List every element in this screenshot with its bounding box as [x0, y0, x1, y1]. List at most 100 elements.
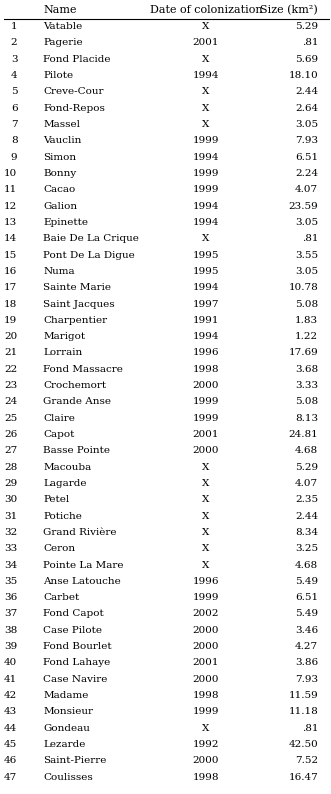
Text: 1994: 1994 — [193, 283, 219, 292]
Text: 2001: 2001 — [193, 430, 219, 439]
Text: Madame: Madame — [43, 691, 89, 700]
Text: 1996: 1996 — [193, 577, 219, 586]
Text: Lagarde: Lagarde — [43, 479, 87, 488]
Text: 22: 22 — [4, 364, 18, 374]
Text: Fond Bourlet: Fond Bourlet — [43, 642, 112, 651]
Text: Basse Pointe: Basse Pointe — [43, 446, 111, 455]
Text: 47: 47 — [4, 773, 18, 781]
Text: 17: 17 — [4, 283, 18, 292]
Text: 32: 32 — [4, 528, 18, 537]
Text: 1994: 1994 — [193, 71, 219, 80]
Text: 2000: 2000 — [193, 626, 219, 634]
Text: 4.68: 4.68 — [295, 561, 318, 569]
Text: Saint-Pierre: Saint-Pierre — [43, 757, 107, 765]
Text: 3.68: 3.68 — [295, 364, 318, 374]
Text: .81: .81 — [302, 234, 318, 243]
Text: Gondeau: Gondeau — [43, 723, 90, 733]
Text: 11.59: 11.59 — [289, 691, 318, 700]
Text: 2000: 2000 — [193, 757, 219, 765]
Text: Size (km²): Size (km²) — [260, 6, 318, 16]
Text: 2000: 2000 — [193, 675, 219, 684]
Text: X: X — [202, 561, 210, 569]
Text: Cacao: Cacao — [43, 185, 76, 195]
Text: 45: 45 — [4, 740, 18, 749]
Text: X: X — [202, 511, 210, 521]
Text: Sainte Marie: Sainte Marie — [43, 283, 112, 292]
Text: Lezarde: Lezarde — [43, 740, 86, 749]
Text: 10: 10 — [4, 169, 18, 178]
Text: 2002: 2002 — [193, 610, 219, 619]
Text: 6.51: 6.51 — [295, 152, 318, 162]
Text: Simon: Simon — [43, 152, 76, 162]
Text: 33: 33 — [4, 544, 18, 553]
Text: 44: 44 — [4, 723, 18, 733]
Text: 1999: 1999 — [193, 707, 219, 716]
Text: Vatable: Vatable — [43, 22, 83, 31]
Text: 1998: 1998 — [193, 773, 219, 781]
Text: 16: 16 — [4, 267, 18, 276]
Text: Epinette: Epinette — [43, 218, 88, 227]
Text: Fond Lahaye: Fond Lahaye — [43, 658, 111, 668]
Text: 1994: 1994 — [193, 202, 219, 210]
Text: 2.24: 2.24 — [295, 169, 318, 178]
Text: 1999: 1999 — [193, 397, 219, 407]
Text: Fond Placide: Fond Placide — [43, 55, 111, 64]
Text: 4: 4 — [11, 71, 18, 80]
Text: 41: 41 — [4, 675, 18, 684]
Text: 13: 13 — [4, 218, 18, 227]
Text: Carbet: Carbet — [43, 593, 80, 602]
Text: 30: 30 — [4, 495, 18, 504]
Text: X: X — [202, 87, 210, 96]
Text: Fond Capot: Fond Capot — [43, 610, 104, 619]
Text: Saint Jacques: Saint Jacques — [43, 299, 115, 309]
Text: 1999: 1999 — [193, 137, 219, 145]
Text: 40: 40 — [4, 658, 18, 668]
Text: 2001: 2001 — [193, 38, 219, 48]
Text: Pont De La Digue: Pont De La Digue — [43, 251, 135, 260]
Text: Case Navire: Case Navire — [43, 675, 108, 684]
Text: 1995: 1995 — [193, 251, 219, 260]
Text: 35: 35 — [4, 577, 18, 586]
Text: 1.22: 1.22 — [295, 332, 318, 341]
Text: 3.46: 3.46 — [295, 626, 318, 634]
Text: Ceron: Ceron — [43, 544, 75, 553]
Text: 1998: 1998 — [193, 691, 219, 700]
Text: 9: 9 — [11, 152, 18, 162]
Text: 46: 46 — [4, 757, 18, 765]
Text: 8.13: 8.13 — [295, 414, 318, 422]
Text: 42.50: 42.50 — [289, 740, 318, 749]
Text: 27: 27 — [4, 446, 18, 455]
Text: 21: 21 — [4, 349, 18, 357]
Text: 31: 31 — [4, 511, 18, 521]
Text: 4.68: 4.68 — [295, 446, 318, 455]
Text: Petel: Petel — [43, 495, 70, 504]
Text: 34: 34 — [4, 561, 18, 569]
Text: 1997: 1997 — [193, 299, 219, 309]
Text: 2: 2 — [11, 38, 18, 48]
Text: 17.69: 17.69 — [289, 349, 318, 357]
Text: 3.05: 3.05 — [295, 120, 318, 129]
Text: 1999: 1999 — [193, 169, 219, 178]
Text: 23: 23 — [4, 381, 18, 390]
Text: 5.49: 5.49 — [295, 610, 318, 619]
Text: Fond-Repos: Fond-Repos — [43, 104, 105, 113]
Text: X: X — [202, 723, 210, 733]
Text: Claire: Claire — [43, 414, 75, 422]
Text: 8.34: 8.34 — [295, 528, 318, 537]
Text: 2.64: 2.64 — [295, 104, 318, 113]
Text: 4.27: 4.27 — [295, 642, 318, 651]
Text: Case Pilote: Case Pilote — [43, 626, 102, 634]
Text: 4.07: 4.07 — [295, 479, 318, 488]
Text: 7.52: 7.52 — [295, 757, 318, 765]
Text: 1992: 1992 — [193, 740, 219, 749]
Text: 2000: 2000 — [193, 642, 219, 651]
Text: 1999: 1999 — [193, 593, 219, 602]
Text: 1: 1 — [11, 22, 18, 31]
Text: 2001: 2001 — [193, 658, 219, 668]
Text: 28: 28 — [4, 463, 18, 472]
Text: 18: 18 — [4, 299, 18, 309]
Text: 43: 43 — [4, 707, 18, 716]
Text: 12: 12 — [4, 202, 18, 210]
Text: 14: 14 — [4, 234, 18, 243]
Text: Galion: Galion — [43, 202, 77, 210]
